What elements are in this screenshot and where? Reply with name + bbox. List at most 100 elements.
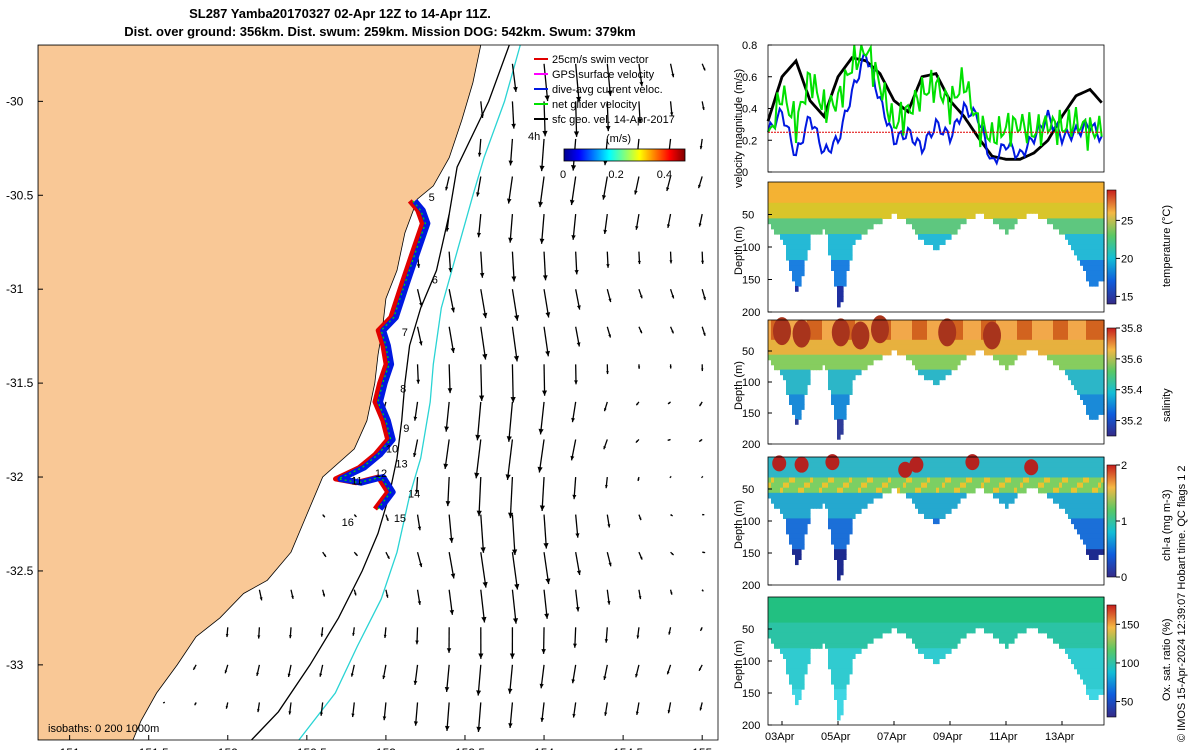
section-cell: [1020, 334, 1024, 341]
section-cell: [945, 472, 949, 479]
section-cell: [930, 482, 934, 489]
section-cell: [960, 218, 964, 225]
section-cell: [849, 653, 853, 659]
section-cell: [807, 617, 811, 624]
section-cell: [1089, 254, 1093, 261]
section-cell: [1089, 244, 1093, 251]
section-cell: [768, 182, 772, 188]
section-cell: [795, 684, 799, 690]
section-cell: [1101, 523, 1105, 530]
section-cell: [795, 663, 799, 670]
section-cell: [987, 197, 991, 204]
current-vector-head: [571, 679, 576, 684]
section-cell: [849, 492, 853, 499]
section-cell: [1023, 487, 1027, 494]
section-cell: [777, 218, 781, 225]
section-cell: [1101, 249, 1105, 256]
section-cell: [1071, 234, 1075, 240]
section-cell: [1098, 523, 1102, 530]
section-cell: [954, 457, 958, 463]
section-cell: [888, 192, 892, 199]
section-cell: [948, 617, 952, 624]
section-cell: [984, 320, 988, 326]
section-cell: [1050, 192, 1054, 199]
section-cell: [891, 344, 895, 351]
section-cell: [972, 202, 976, 209]
section-cell: [810, 228, 814, 235]
section-cell: [1071, 369, 1075, 376]
current-vector-head: [506, 436, 512, 442]
section-cell: [936, 477, 940, 484]
section-cell: [780, 617, 784, 624]
section-cell: [927, 213, 931, 219]
section-cell: [1059, 213, 1063, 219]
section-cell: [792, 359, 796, 366]
section-cell: [843, 254, 847, 261]
section-cell: [900, 197, 904, 204]
current-vector: [477, 664, 482, 696]
section-cell: [1038, 467, 1042, 473]
section-cell: [894, 482, 898, 489]
section-cell: [783, 487, 787, 494]
section-cell: [888, 457, 892, 463]
section-cell: [1062, 202, 1066, 209]
section-cell: [768, 477, 772, 484]
section-cell: [981, 477, 985, 484]
section-cell: [843, 218, 847, 225]
section-cell: [855, 632, 859, 639]
section-cell: [795, 208, 799, 214]
section-cell: [981, 482, 985, 489]
section-cell: [1092, 270, 1096, 277]
velocity-ylabel: velocity magnitude (m/s): [733, 69, 745, 188]
section-cell: [951, 462, 955, 468]
section-cell: [948, 369, 952, 376]
section-cell: [939, 477, 943, 484]
section-cell: [1089, 518, 1093, 525]
section-cell: [855, 349, 859, 356]
section-cell: [1077, 187, 1081, 193]
section-cell: [1002, 218, 1006, 225]
section-cell: [798, 622, 802, 629]
section-cell: [1092, 477, 1096, 484]
section-cell: [1077, 329, 1081, 336]
section-cell: [975, 187, 979, 193]
section-cell: [1020, 477, 1024, 484]
section-cell: [918, 234, 922, 240]
section-cell: [909, 192, 913, 199]
section-cell: [924, 228, 928, 235]
section-cell: [801, 482, 805, 489]
section-cell: [918, 627, 922, 634]
section-cell: [819, 597, 823, 603]
section-cell: [792, 379, 796, 386]
current-vector-head: [699, 146, 703, 150]
section-cell: [846, 234, 850, 240]
section-cell: [885, 197, 889, 204]
section-cell: [1095, 228, 1099, 235]
section-colorbar-tick-label: 20: [1121, 253, 1133, 265]
section-cell: [798, 653, 802, 659]
section-cell: [813, 344, 817, 351]
section-cell: [1101, 508, 1105, 514]
section-cell: [813, 334, 817, 341]
section-cell: [1017, 472, 1021, 479]
section-cell: [780, 197, 784, 204]
section-cell: [1068, 202, 1072, 209]
section-cell: [795, 379, 799, 386]
section-cell: [828, 513, 832, 519]
section-cell: [831, 668, 835, 675]
section-cell: [831, 384, 835, 391]
section-cell: [792, 389, 796, 395]
section-cell: [852, 617, 856, 624]
section-cell: [789, 379, 793, 386]
section-cell: [840, 270, 844, 277]
section-cell: [792, 673, 796, 680]
section-cell: [843, 265, 847, 271]
current-vector-head: [444, 687, 450, 692]
section-cell: [801, 477, 805, 484]
section-cell: [786, 234, 790, 240]
section-cell: [996, 354, 1000, 361]
section-cell: [903, 208, 907, 214]
section-cell: [819, 602, 823, 608]
section-cell: [1038, 197, 1042, 204]
